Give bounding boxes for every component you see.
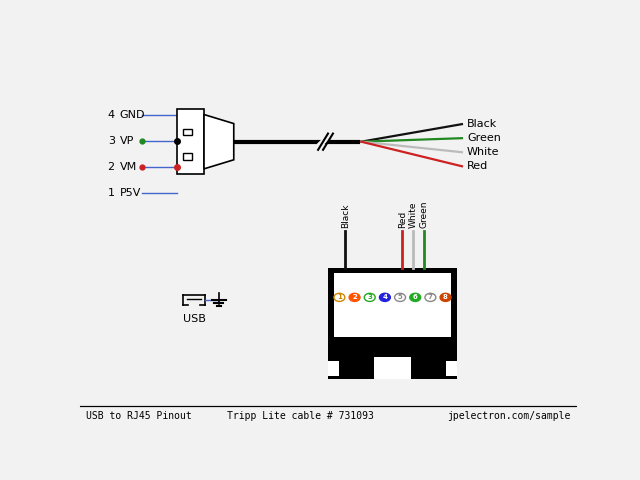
- Text: 8: 8: [443, 294, 448, 300]
- Text: Black: Black: [341, 204, 350, 228]
- Text: Green: Green: [419, 201, 428, 228]
- Text: VM: VM: [120, 162, 137, 172]
- Text: 5: 5: [397, 294, 403, 300]
- Text: VP: VP: [120, 136, 134, 146]
- Text: 2: 2: [108, 162, 115, 172]
- Text: 7: 7: [428, 294, 433, 300]
- Text: Black: Black: [467, 119, 497, 129]
- Bar: [335, 273, 451, 337]
- Circle shape: [364, 293, 375, 301]
- Text: 2: 2: [352, 294, 357, 300]
- Bar: [182, 153, 191, 160]
- Text: USB to RJ45 Pinout      Tripp Lite cable # 731093: USB to RJ45 Pinout Tripp Lite cable # 73…: [86, 411, 374, 421]
- Circle shape: [425, 293, 436, 301]
- Text: GND: GND: [120, 110, 145, 120]
- Text: White: White: [467, 147, 499, 157]
- Text: P5V: P5V: [120, 188, 141, 197]
- Circle shape: [349, 293, 360, 301]
- Circle shape: [410, 293, 420, 301]
- Text: 4: 4: [108, 110, 115, 120]
- Bar: [374, 357, 411, 379]
- Bar: [328, 361, 339, 376]
- Text: Green: Green: [467, 133, 500, 143]
- Circle shape: [395, 293, 406, 301]
- Text: Red: Red: [398, 211, 407, 228]
- Text: 3: 3: [108, 136, 115, 146]
- Bar: [328, 268, 457, 379]
- Circle shape: [334, 293, 345, 301]
- Text: jpelectron.com/sample: jpelectron.com/sample: [447, 411, 570, 421]
- Text: USB: USB: [183, 314, 206, 324]
- Text: 1: 1: [108, 188, 115, 197]
- Polygon shape: [204, 115, 234, 169]
- Text: 6: 6: [413, 294, 418, 300]
- Circle shape: [440, 293, 451, 301]
- Circle shape: [380, 293, 390, 301]
- Text: 4: 4: [382, 294, 387, 300]
- Bar: [446, 361, 457, 376]
- Bar: [182, 129, 191, 135]
- Text: 1: 1: [337, 294, 342, 300]
- Text: White: White: [409, 202, 418, 228]
- Text: Red: Red: [467, 161, 488, 171]
- Bar: [177, 109, 204, 174]
- Text: 3: 3: [367, 294, 372, 300]
